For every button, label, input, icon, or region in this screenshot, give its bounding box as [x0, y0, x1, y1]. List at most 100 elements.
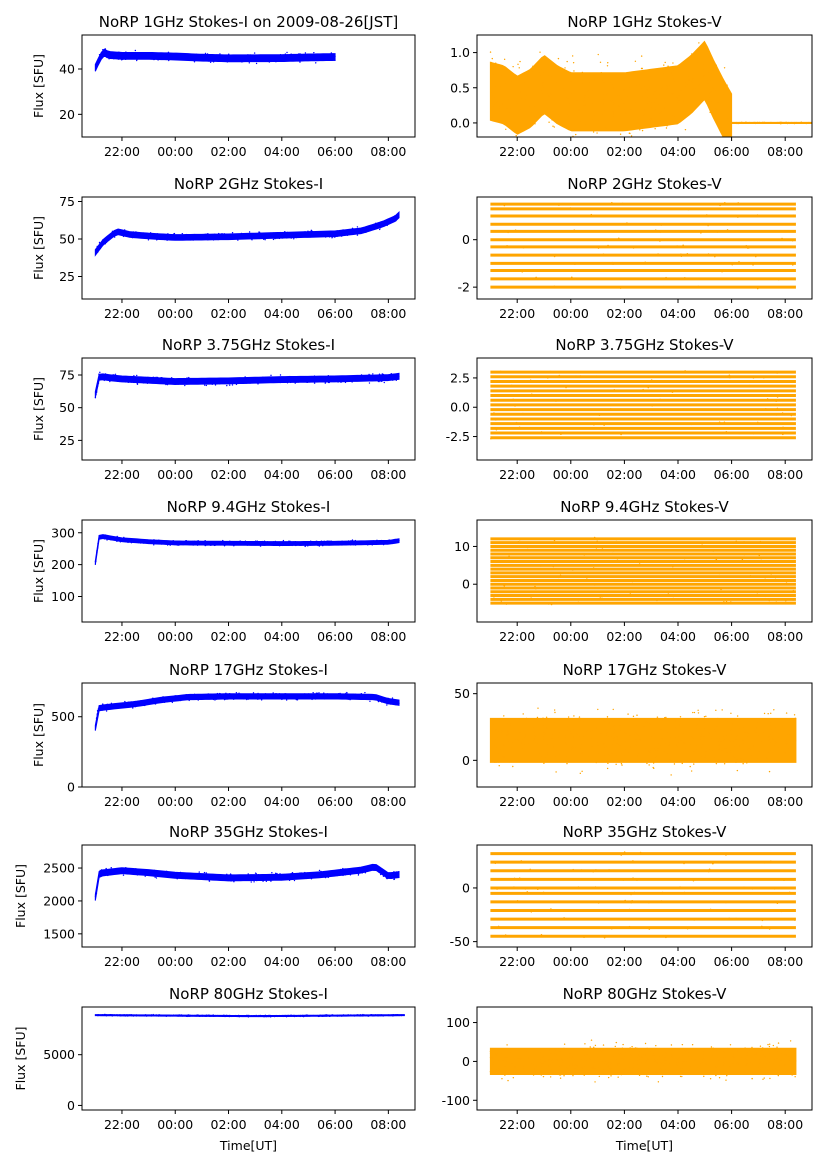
data-point [689, 76, 691, 78]
data-point [563, 730, 565, 733]
data-point [158, 381, 160, 383]
data-point [287, 698, 290, 700]
data-point [96, 385, 99, 387]
data-point [215, 698, 218, 700]
data-point [543, 725, 546, 727]
data-point [512, 738, 515, 741]
data-point [611, 99, 614, 102]
data-point [766, 398, 769, 400]
data-point [632, 418, 635, 421]
data-point [766, 757, 768, 759]
data-point [143, 233, 145, 235]
data-point [688, 741, 691, 743]
data-point [332, 697, 335, 699]
data-point [776, 122, 778, 124]
data-point [116, 231, 118, 234]
data-point [223, 696, 225, 699]
data-point [294, 543, 297, 545]
data-point [787, 431, 789, 434]
data-point [107, 235, 110, 237]
data-point [331, 375, 333, 378]
data-point [129, 55, 131, 57]
data-point [590, 746, 593, 748]
data-point [499, 370, 502, 373]
data-point [627, 727, 629, 729]
data-point [541, 76, 544, 78]
data-point [587, 97, 589, 99]
data-point [176, 544, 179, 546]
data-point [752, 263, 754, 266]
data-point [669, 79, 671, 81]
data-point [214, 233, 216, 235]
data-point [748, 541, 751, 544]
data-point [151, 702, 153, 704]
data-point [135, 703, 137, 706]
data-point [206, 59, 209, 61]
data-point [342, 377, 345, 380]
data-point [265, 541, 267, 544]
data-point [390, 540, 393, 542]
data-point [658, 277, 661, 280]
data-point [666, 86, 669, 89]
data-point [109, 707, 112, 710]
data-point [718, 572, 721, 575]
data-point [623, 88, 625, 90]
data-point [194, 236, 197, 238]
data-point [243, 543, 245, 546]
data-point [187, 542, 189, 545]
data-point [264, 56, 267, 59]
data-point [272, 542, 275, 545]
data-point [253, 695, 255, 697]
data-point [212, 698, 215, 701]
data-point [133, 56, 136, 58]
data-point [331, 542, 333, 545]
data-point [637, 118, 639, 121]
data-point [395, 541, 397, 543]
data-point [268, 541, 270, 543]
data-point [501, 66, 503, 68]
data-point [509, 722, 512, 724]
data-point [112, 705, 115, 708]
data-point [240, 58, 242, 60]
data-point [659, 231, 662, 233]
data-point [326, 234, 328, 236]
data-point [599, 116, 601, 119]
data-point [142, 379, 144, 381]
data-point [781, 726, 783, 729]
data-point [284, 695, 286, 698]
data-point [257, 383, 259, 385]
data-point [95, 391, 98, 394]
data-point [107, 705, 110, 707]
data-point [329, 695, 331, 697]
data-point [215, 54, 217, 56]
data-point [717, 101, 719, 103]
data-point [668, 85, 670, 87]
data-point [709, 749, 712, 751]
data-point [322, 235, 324, 238]
data-point [295, 381, 298, 383]
data-point [757, 729, 760, 731]
data-point [492, 68, 494, 70]
data-point [330, 380, 332, 382]
data-point [560, 433, 562, 436]
data-point [508, 555, 510, 558]
data-point [170, 235, 173, 237]
data-point [691, 87, 694, 90]
data-point [247, 541, 250, 544]
data-point [498, 765, 500, 767]
data-point [614, 423, 617, 426]
data-point [335, 542, 338, 544]
data-point [674, 81, 676, 83]
data-point [491, 575, 493, 578]
data-point [768, 599, 770, 602]
data-point [296, 56, 298, 59]
data-point [636, 755, 638, 757]
data-point [263, 57, 265, 59]
data-point [526, 75, 528, 77]
data-point [140, 52, 142, 54]
data-point [247, 235, 250, 237]
data-point [331, 237, 333, 239]
data-point [307, 235, 310, 237]
data-point [251, 60, 253, 62]
